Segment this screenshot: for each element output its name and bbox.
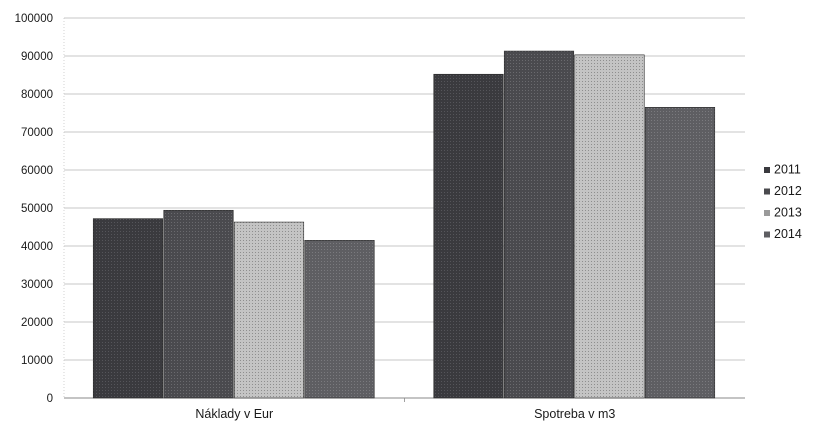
- bar-2014-0: [304, 240, 375, 399]
- y-tick-label: 100000: [15, 13, 53, 25]
- x-axis: Náklady v Eur Spotreba v m3: [195, 398, 615, 421]
- legend-swatch: [764, 210, 770, 216]
- bar-2013-0: [233, 221, 305, 399]
- y-tick-label: 90000: [21, 51, 53, 63]
- y-tick-label: 0: [47, 393, 53, 405]
- bars: [92, 50, 716, 399]
- legend-swatch: [764, 167, 770, 173]
- y-tick-label: 30000: [21, 279, 53, 291]
- y-tick-label: 20000: [21, 317, 53, 329]
- x-category-label: Spotreba v m3: [534, 407, 615, 421]
- legend-swatch: [764, 231, 770, 238]
- legend-label: 2014: [774, 227, 802, 241]
- legend-label: 2013: [774, 206, 802, 220]
- bar-2013-1: [574, 54, 645, 399]
- legend: 2011 2012 2013 2014: [764, 163, 802, 241]
- y-tick-label: 50000: [21, 203, 53, 215]
- bar-2014-1: [644, 107, 716, 399]
- bar-2011-1: [433, 73, 504, 399]
- y-tick-label: 70000: [21, 127, 53, 139]
- bar-2012-0: [163, 209, 234, 399]
- y-tick-label: 80000: [21, 89, 53, 101]
- legend-label: 2012: [774, 184, 802, 198]
- y-tick-label: 40000: [21, 241, 53, 253]
- bar-2011-0: [92, 218, 164, 399]
- y-axis: 0 10000 20000 30000 40000 50000 60000 70000 8000…: [15, 13, 65, 405]
- legend-label: 2011: [774, 163, 801, 177]
- y-tick-label: 60000: [21, 165, 53, 177]
- y-tick-label: 10000: [21, 355, 53, 367]
- legend-swatch: [764, 188, 770, 195]
- x-category-label: Náklady v Eur: [195, 407, 273, 421]
- bar-2012-1: [503, 50, 575, 399]
